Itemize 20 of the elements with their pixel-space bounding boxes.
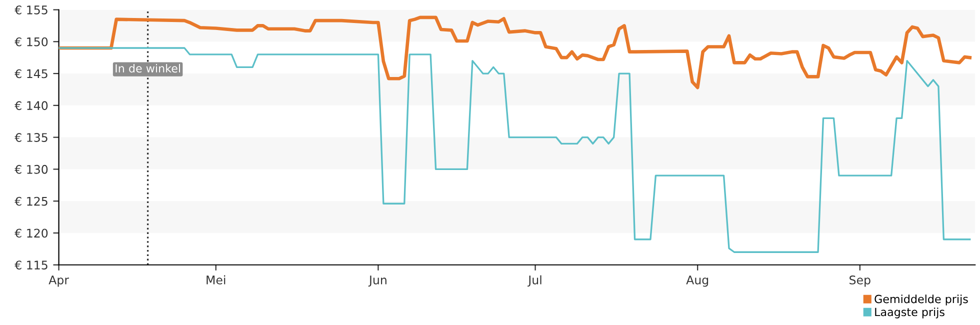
ref-line-label: In de winkel	[116, 64, 180, 73]
x-tick-label: Jul	[528, 275, 542, 287]
x-tick-label: Apr	[48, 276, 70, 287]
y-tick-label: € 125	[14, 196, 48, 206]
x-tick-label: Mei	[206, 275, 226, 284]
y-tick-label: € 140	[14, 101, 48, 110]
y-tick-label: € 150	[14, 37, 48, 46]
x-tick-label: Aug	[686, 276, 708, 287]
x-tick-label: Sep	[850, 276, 870, 287]
y-tick-label: € 115	[14, 260, 48, 270]
legend-label: Gemiddelde prijs	[874, 294, 968, 306]
x-tick-label: Jun	[368, 276, 386, 287]
legend-label: Laagste prijs	[875, 308, 944, 318]
line-series	[58, 47, 971, 253]
y-tick-label: € 130	[14, 164, 48, 174]
y-tick-label: € 145	[14, 69, 48, 78]
y-tick-label: € 155	[14, 5, 48, 14]
y-tick-label: € 120	[14, 228, 48, 238]
line-series	[58, 16, 972, 90]
y-tick-label: € 135	[14, 133, 48, 142]
